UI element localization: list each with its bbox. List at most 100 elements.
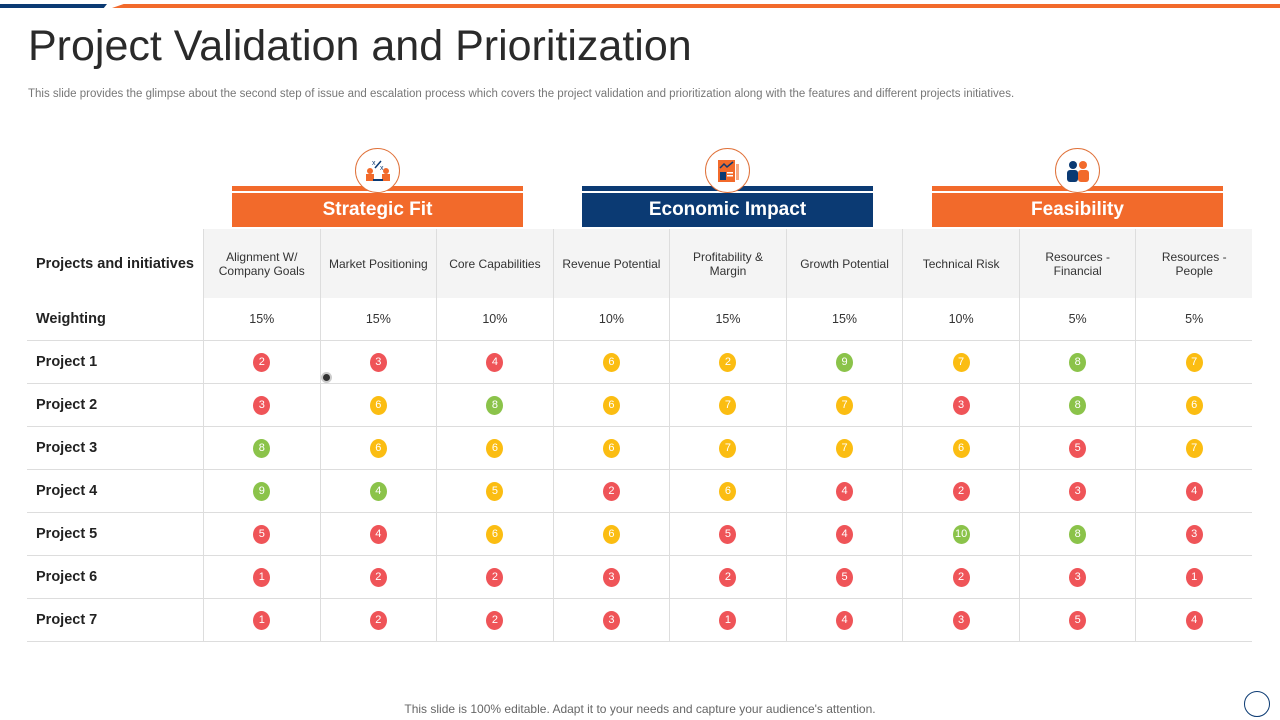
prioritization-table: Projects and initiatives Alignment W/ Com… [27,229,1252,642]
score-cell: 7 [902,341,1019,383]
score-badge: 4 [1185,481,1203,501]
score-badge: 7 [952,352,970,372]
score-cell: 6 [669,470,786,512]
score-cell: 2 [436,599,553,641]
score-cell: 8 [1018,341,1136,383]
score-cell: 1 [203,556,320,598]
score-badge: 7 [836,395,854,415]
score-badge: 4 [1185,610,1203,630]
group-label: Feasibility [932,193,1223,227]
score-badge: 6 [602,395,620,415]
table-row: Project 6 1 2 2 3 2 5 2 3 1 [27,556,1252,599]
score-badge: 6 [602,524,620,544]
score-badge: 6 [1185,395,1203,415]
score-badge: 9 [836,352,854,372]
svg-text:x: x [372,160,376,167]
score-badge: 3 [602,567,620,587]
score-badge: 2 [369,567,387,587]
score-cell: 3 [552,556,670,598]
score-badge: 6 [719,481,737,501]
score-badge: 2 [486,567,504,587]
score-badge: 3 [369,352,387,372]
group-label: Strategic Fit [232,193,523,227]
mouse-cursor [323,374,330,381]
score-cell: 4 [319,470,437,512]
project-name: Project 2 [27,384,203,426]
people-icon [1055,148,1100,193]
score-badge: 4 [836,481,854,501]
column-header: Market Positioning [319,229,437,298]
score-cell: 6 [436,513,553,555]
score-cell: 7 [669,384,786,426]
score-badge: 5 [486,481,504,501]
score-badge: 1 [253,567,271,587]
score-badge: 2 [369,610,387,630]
score-cell: 4 [1135,470,1252,512]
score-cell: 6 [552,427,670,469]
score-badge: 2 [719,567,737,587]
score-cell: 4 [785,599,903,641]
score-badge: 9 [253,481,271,501]
score-badge: 3 [1185,524,1203,544]
score-badge: 3 [253,395,271,415]
score-cell: 9 [203,470,320,512]
score-cell: 5 [203,513,320,555]
footer-note: This slide is 100% editable. Adapt it to… [404,702,876,716]
table-row: Project 3 8 6 6 6 7 7 6 5 7 [27,427,1252,470]
score-badge: 2 [253,352,271,372]
score-cell: 2 [669,556,786,598]
column-header: Technical Risk [902,229,1019,298]
score-cell: 3 [902,384,1019,426]
score-cell: 1 [669,599,786,641]
score-badge: 2 [952,481,970,501]
weighting-value: 5% [1018,298,1136,340]
score-badge: 5 [253,524,271,544]
score-badge: 3 [952,395,970,415]
column-header: Alignment W/ Company Goals [203,229,320,298]
score-cell: 5 [1018,599,1136,641]
score-badge: 4 [486,352,504,372]
score-cell: 2 [319,599,437,641]
score-cell: 7 [1135,341,1252,383]
score-badge: 8 [253,438,271,458]
score-cell: 6 [552,384,670,426]
project-name: Project 1 [27,341,203,383]
weighting-value: 15% [319,298,437,340]
score-cell: 1 [1135,556,1252,598]
weighting-row: Weighting 15% 15% 10% 10% 15% 15% 10% 5% 5% [27,298,1252,341]
score-cell: 8 [1018,384,1136,426]
score-cell: 4 [785,513,903,555]
score-cell: 6 [902,427,1019,469]
score-badge: 8 [1069,352,1087,372]
score-cell: 6 [436,427,553,469]
score-cell: 7 [669,427,786,469]
score-badge: 3 [602,610,620,630]
score-cell: 6 [552,513,670,555]
score-badge: 6 [486,524,504,544]
project-name: Project 6 [27,556,203,598]
score-badge: 6 [369,438,387,458]
score-badge: 7 [1185,438,1203,458]
group-label: Economic Impact [582,193,873,227]
score-cell: 3 [1018,556,1136,598]
table-row: Project 5 5 4 6 6 5 4 10 8 3 [27,513,1252,556]
column-header: Resources - Financial [1018,229,1136,298]
score-badge: 4 [836,610,854,630]
score-cell: 5 [1018,427,1136,469]
table-row: Project 7 1 2 2 3 1 4 3 5 4 [27,599,1252,642]
weighting-value: 10% [902,298,1019,340]
score-cell: 7 [785,384,903,426]
score-badge: 8 [1069,524,1087,544]
score-cell: 2 [319,556,437,598]
weighting-value: 10% [552,298,670,340]
table-row: Project 2 3 6 8 6 7 7 3 8 6 [27,384,1252,427]
column-header: Core Capabilities [436,229,553,298]
score-cell: 2 [669,341,786,383]
score-badge: 6 [602,352,620,372]
corner-circle-icon [1244,691,1270,717]
score-cell: 8 [203,427,320,469]
corner-header: Projects and initiatives [27,229,203,298]
score-badge: 6 [486,438,504,458]
weighting-value: 15% [203,298,320,340]
